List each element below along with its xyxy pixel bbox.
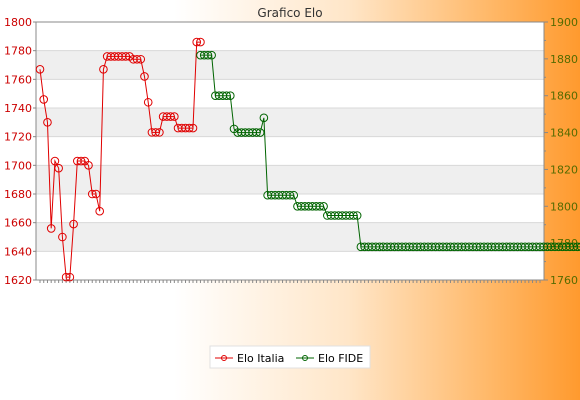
data-point xyxy=(151,128,160,137)
series-line xyxy=(200,54,580,248)
y-left-tick-label: 1760 xyxy=(4,73,32,86)
data-point xyxy=(259,113,269,123)
plot-band xyxy=(36,194,544,223)
data-point xyxy=(99,65,108,74)
y-left-tick-label: 1720 xyxy=(4,131,32,144)
plot-band xyxy=(36,79,544,108)
legend-box xyxy=(209,345,371,369)
y-left-tick-label: 1640 xyxy=(4,245,32,258)
y-right-tick-label: 1880 xyxy=(550,53,578,66)
data-point xyxy=(50,156,60,166)
plot-band xyxy=(36,22,544,51)
data-point xyxy=(170,112,179,121)
data-point xyxy=(91,189,101,199)
data-point xyxy=(65,272,75,282)
plot-band xyxy=(36,108,544,137)
data-point xyxy=(140,72,149,81)
series-elo-fide xyxy=(196,50,580,252)
data-point xyxy=(143,97,153,107)
y-right-tick-label: 1760 xyxy=(550,274,578,287)
x-axis xyxy=(39,280,541,283)
data-point xyxy=(155,128,164,137)
y-left-tick-label: 1780 xyxy=(4,45,32,58)
plot-bands xyxy=(36,22,544,280)
y-right-tick-label: 1800 xyxy=(550,200,578,213)
data-point xyxy=(576,242,580,251)
data-point xyxy=(184,123,194,133)
legend: Elo Italia Elo FIDE xyxy=(209,345,371,369)
data-point xyxy=(252,128,261,137)
y-right-tick-label: 1820 xyxy=(550,163,578,176)
legend-marker-italia xyxy=(221,355,227,361)
data-point xyxy=(76,156,86,166)
plot-band xyxy=(36,136,544,166)
data-point xyxy=(46,224,56,233)
data-point xyxy=(39,95,49,104)
y-left-tick-label: 1680 xyxy=(4,188,32,201)
data-point xyxy=(349,211,358,220)
data-point xyxy=(87,189,97,199)
y-left-tick-label: 1700 xyxy=(4,159,32,172)
legend-marker-fide xyxy=(302,355,308,361)
y-right-tick-label: 1840 xyxy=(550,127,578,140)
data-point xyxy=(166,112,175,121)
series-elo-italia xyxy=(35,37,205,282)
y-left-tick-label: 1800 xyxy=(4,16,32,29)
plot-band xyxy=(36,251,544,280)
data-point xyxy=(132,54,142,64)
y-left-tick-label: 1620 xyxy=(4,274,32,287)
data-point xyxy=(188,123,198,133)
legend-item-fide: Elo FIDE xyxy=(296,352,363,365)
data-point xyxy=(225,91,235,101)
data-point xyxy=(136,54,146,64)
data-point xyxy=(196,37,205,47)
data-point xyxy=(35,65,45,74)
y-right-tick-label: 1900 xyxy=(550,16,578,29)
y-left-tick-label: 1660 xyxy=(4,217,32,230)
data-point xyxy=(192,37,202,47)
data-point xyxy=(58,232,67,242)
data-point xyxy=(43,118,52,127)
data-point xyxy=(203,50,213,60)
y-left-tick-label: 1740 xyxy=(4,102,32,115)
data-point xyxy=(573,242,580,252)
plot-band xyxy=(36,50,544,80)
y-axis-left: 1620 1640 1660 1680 1700 1720 1740 1760 1780 1800 xyxy=(4,16,36,287)
legend-label-italia: Elo Italia xyxy=(237,352,284,365)
chart-title: Grafico Elo xyxy=(257,6,322,20)
data-point xyxy=(285,190,295,200)
data-point xyxy=(222,91,231,101)
data-point xyxy=(319,201,328,211)
y-right-tick-label: 1860 xyxy=(550,90,578,103)
series-line xyxy=(39,41,201,278)
legend-label-fide: Elo FIDE xyxy=(318,352,363,365)
data-point xyxy=(352,211,362,220)
data-point xyxy=(54,163,63,173)
data-point xyxy=(61,272,71,282)
data-point xyxy=(207,50,216,60)
data-point xyxy=(315,201,325,211)
data-point xyxy=(84,161,93,170)
data-point xyxy=(69,219,78,229)
plot-band xyxy=(36,165,544,194)
legend-item-italia: Elo Italia xyxy=(215,352,284,365)
data-point xyxy=(95,206,105,216)
data-point xyxy=(255,128,265,137)
data-point xyxy=(121,52,131,61)
data-point xyxy=(289,190,299,200)
